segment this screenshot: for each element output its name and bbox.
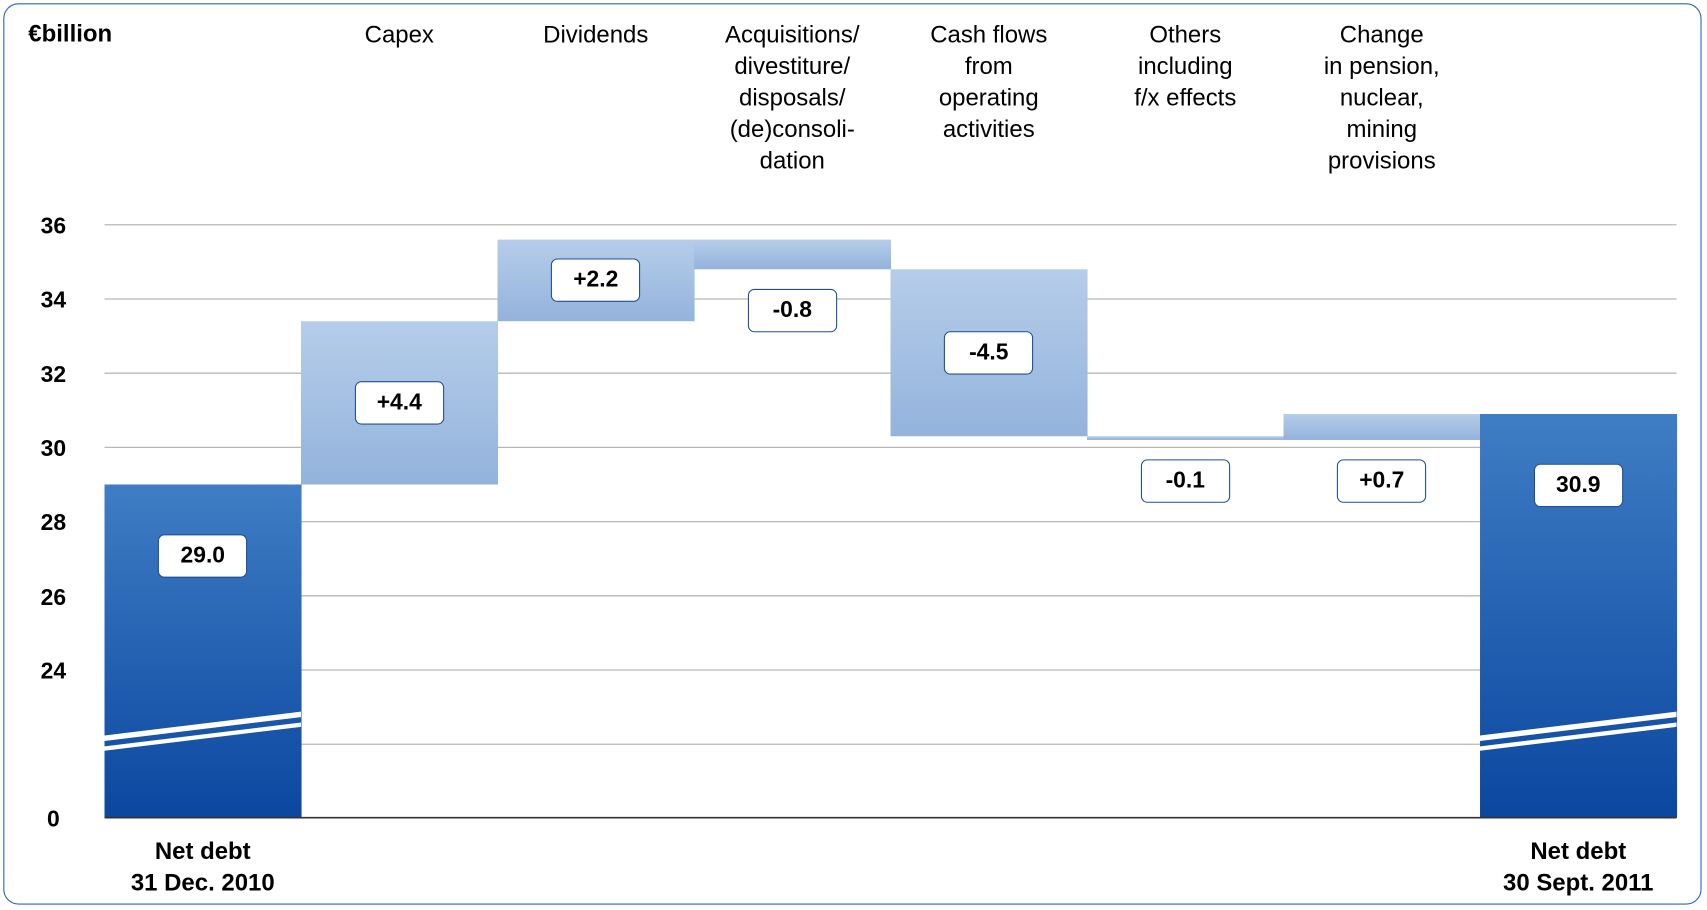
y-tick-label: 24 xyxy=(40,659,67,685)
y-tick-label: 34 xyxy=(40,288,67,314)
axis-break xyxy=(104,711,302,741)
axis-break xyxy=(1480,711,1677,741)
step-bar xyxy=(694,239,892,270)
step-bar xyxy=(1087,436,1285,440)
y-tick-label: 30 xyxy=(40,436,67,462)
value-label: +2.2 xyxy=(551,258,641,303)
y-tick-label: 36 xyxy=(40,213,67,239)
y-tick-label: 0 xyxy=(46,806,60,832)
value-label: +4.4 xyxy=(354,381,444,425)
frame xyxy=(3,3,1702,905)
value-label: -0.8 xyxy=(747,288,837,333)
x-category-label: Others including f/x effects xyxy=(1134,20,1237,111)
value-label: +0.7 xyxy=(1337,459,1427,503)
y-tick-label: 32 xyxy=(40,362,67,388)
y-tick-label: 26 xyxy=(40,584,67,610)
axis-break xyxy=(1480,722,1677,751)
value-label: -4.5 xyxy=(944,331,1034,375)
x-category-label: Net debt 30 Sept. 2011 xyxy=(1503,837,1654,896)
unit-label: €billion xyxy=(28,19,113,47)
value-label: 30.9 xyxy=(1533,463,1623,508)
x-category-label: Change in pension, nuclear, mining provi… xyxy=(1323,20,1440,174)
step-bar xyxy=(1283,414,1481,440)
value-label: 29.0 xyxy=(158,534,248,578)
x-category-label: Cash flows from operating activities xyxy=(930,20,1048,143)
x-category-label: Dividends xyxy=(543,20,649,48)
y-tick-label: 28 xyxy=(40,510,67,536)
x-category-label: Capex xyxy=(364,20,434,48)
value-label: -0.1 xyxy=(1140,459,1230,503)
x-category-label: Acquisitions/ divestiture/ disposals/ (d… xyxy=(725,20,860,174)
axis-break xyxy=(104,722,302,751)
x-category-label: Net debt 31 Dec. 2010 xyxy=(130,837,275,896)
